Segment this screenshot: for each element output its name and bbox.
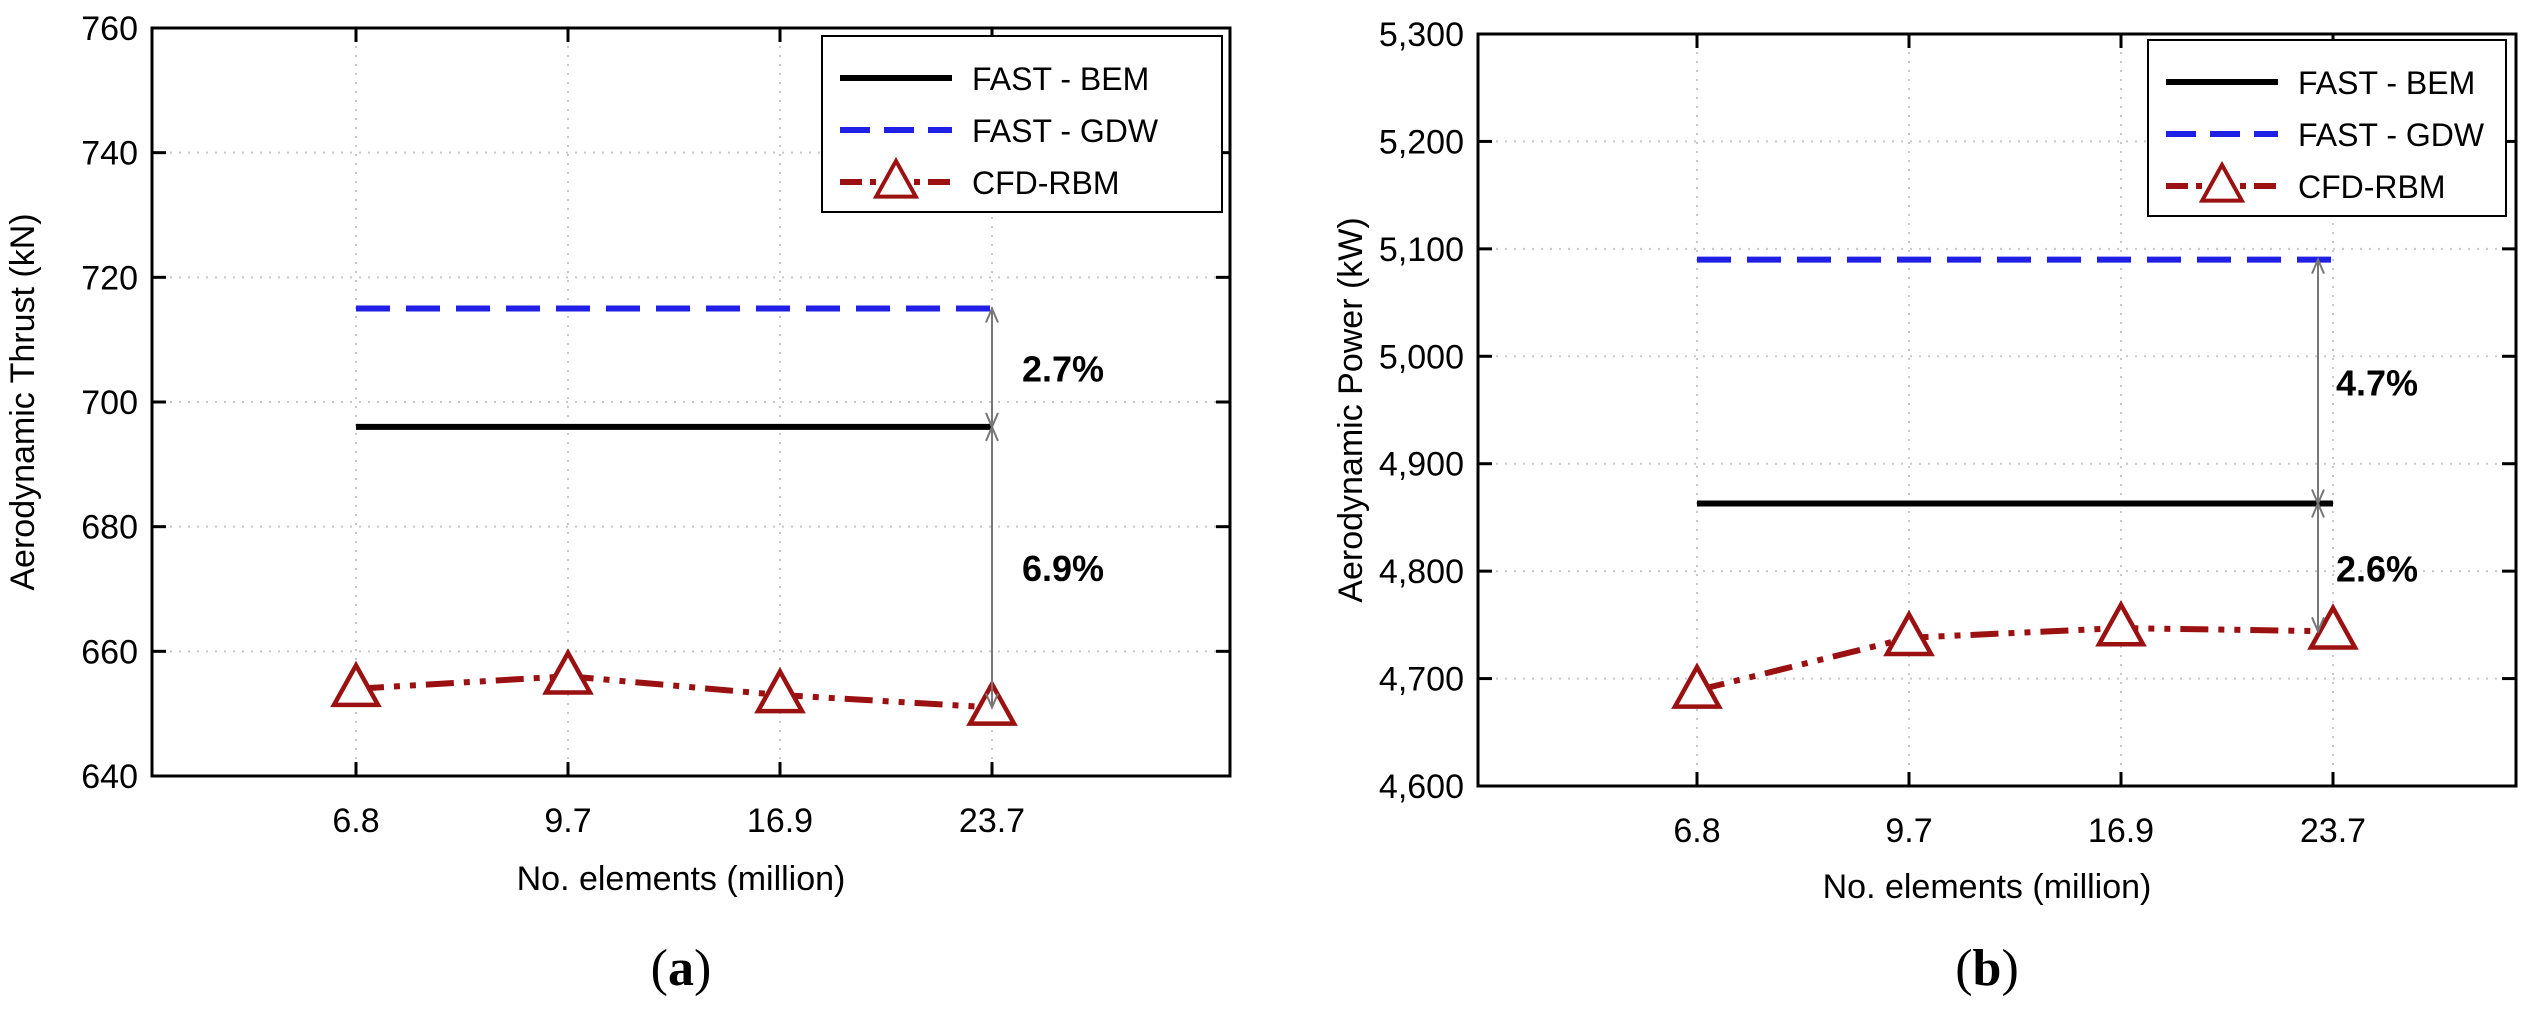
y-tick-label: 740: [81, 135, 138, 173]
legend: FAST - BEM FAST - GDW CFD-RBM: [821, 35, 1223, 213]
arrow-head: [2311, 257, 2325, 274]
x-tick-label: 23.7: [959, 802, 1025, 840]
panel-label: (a): [651, 940, 712, 997]
legend: FAST - BEM FAST - GDW CFD-RBM: [2147, 39, 2507, 217]
arrow-head: [985, 305, 999, 323]
x-tick-label: 6.8: [332, 802, 379, 840]
y-tick-label: 5,100: [1379, 231, 1464, 269]
y-axis-label: Aerodynamic Thrust (kN): [4, 213, 42, 590]
plot-frame: [1476, 32, 2518, 788]
arrow-head: [2311, 500, 2325, 518]
y-tick-label: 700: [81, 384, 138, 422]
annotation-label: 4.7%: [2336, 363, 2418, 404]
legend-entry: FAST - GDW: [972, 113, 1159, 149]
x-tick-label: 23.7: [2300, 812, 2366, 850]
series-line-2: [355, 673, 993, 711]
x-tick-label: 9.7: [1885, 812, 1932, 850]
y-tick-label: 5,300: [1379, 16, 1464, 54]
y-tick-label: 4,900: [1379, 446, 1464, 484]
data-point-marker: [2095, 600, 2147, 647]
data-point-marker: [2307, 603, 2359, 650]
arrow-head: [985, 424, 999, 442]
y-tick-label: 760: [81, 10, 138, 48]
panel-letter: b: [1973, 940, 2002, 997]
y-tick-label: 5,200: [1379, 123, 1464, 161]
series-line-2: [1696, 625, 2334, 694]
data-point-marker: [330, 660, 382, 708]
arrow-head: [2311, 616, 2325, 634]
legend-marker: [872, 156, 920, 199]
data-point-marker: [754, 666, 806, 714]
annotation-label: 2.7%: [1022, 349, 1104, 390]
legend-entry: CFD-RBM: [972, 165, 1120, 201]
y-tick-label: 4,700: [1379, 661, 1464, 699]
y-tick-label: 4,600: [1379, 768, 1464, 806]
y-tick-label: 4,800: [1379, 553, 1464, 591]
panel-label: (b): [1955, 940, 2019, 997]
y-tick-label: 680: [81, 509, 138, 547]
x-axis-label: No. elements (million): [1823, 868, 2152, 906]
panel-letter: a: [668, 940, 694, 997]
chart-panel-b: 4,600 4,700 4,800 4,900 5,000 5,100 5,200 5,300…: [1332, 16, 2518, 997]
x-tick-label: 9.7: [544, 802, 591, 840]
legend-entry: CFD-RBM: [2298, 169, 2446, 205]
x-tick-label: 16.9: [747, 802, 813, 840]
x-tick-label: 16.9: [2088, 812, 2154, 850]
y-axis-label: Aerodynamic Power (kW): [1332, 217, 1370, 602]
y-tick-label: 660: [81, 633, 138, 671]
legend-entry: FAST - BEM: [2298, 65, 2475, 101]
annotation-label: 6.9%: [1022, 548, 1104, 589]
x-tick-label: 6.8: [1673, 812, 1720, 850]
data-point-marker: [1883, 609, 1935, 657]
x-axis-label: No. elements (million): [517, 860, 846, 898]
legend-entry: FAST - BEM: [972, 61, 1149, 97]
data-point-marker: [1671, 662, 1723, 709]
y-tick-label: 640: [81, 758, 138, 796]
chart-panel-a: 640 660 680 700 720 740 760 6.8 9.7 16.9 23.7 No. e…: [4, 10, 1232, 997]
legend-marker: [2198, 160, 2246, 203]
y-tick-label: 720: [81, 259, 138, 297]
y-tick-label: 5,000: [1379, 338, 1464, 376]
arrow-head: [985, 693, 999, 710]
legend-entry: FAST - GDW: [2298, 117, 2485, 153]
annotation-label: 2.6%: [2336, 548, 2418, 589]
data-point-marker: [542, 648, 594, 695]
